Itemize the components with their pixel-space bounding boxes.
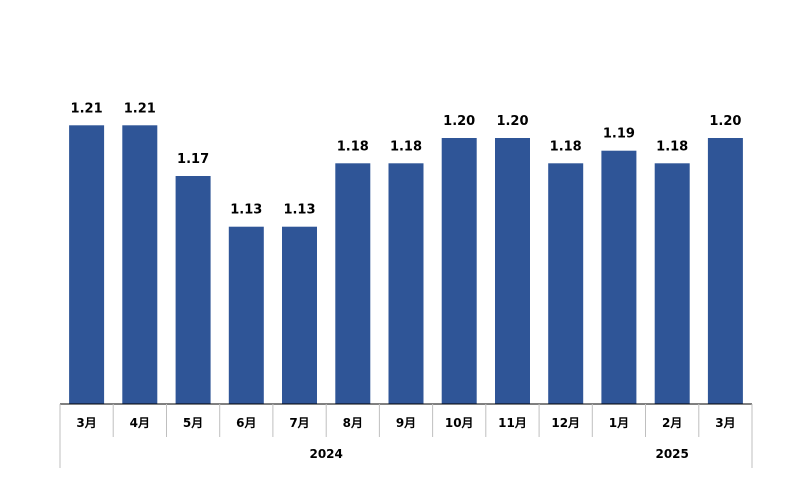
- year-label-1: 2024: [309, 447, 342, 461]
- bar-9: [495, 138, 530, 404]
- value-label-10: 1.18: [550, 139, 582, 154]
- bar-4: [228, 226, 264, 404]
- value-labels-group: 1.21 1.21 1.17 1.13 1.13 1.18 1.18 1.20 1.20 1.18…: [71, 101, 742, 217]
- value-label-7: 1.18: [390, 139, 422, 154]
- value-label-13: 1.20: [709, 114, 741, 129]
- value-label-1: 1.21: [71, 101, 103, 116]
- bar-8: [441, 138, 477, 404]
- x-tick-label-5: 7月: [289, 416, 309, 430]
- x-tick-label-11: 1月: [609, 416, 629, 430]
- bar-2: [122, 125, 158, 405]
- x-tick-label-2: 4月: [130, 416, 150, 430]
- x-tick-label-10: 12月: [551, 416, 580, 430]
- bar-10: [548, 163, 584, 404]
- value-label-12: 1.18: [656, 139, 688, 154]
- x-tick-label-4: 6月: [236, 416, 256, 430]
- x-tick-label-12: 2月: [662, 416, 682, 430]
- bar-12: [654, 163, 690, 404]
- year-labels-group: 2024 2025: [309, 447, 688, 461]
- x-tick-label-1: 3月: [76, 416, 96, 430]
- value-label-3: 1.17: [177, 152, 209, 167]
- value-label-5: 1.13: [283, 203, 315, 218]
- value-label-2: 1.21: [124, 101, 156, 116]
- x-tick-labels-group: 3月 4月 5月 6月 7月 8月 9月 10月 11月 12月 1月 2月 3月: [76, 416, 735, 430]
- value-label-9: 1.20: [496, 114, 528, 129]
- bar-3: [175, 176, 211, 404]
- category-separators-group: [59, 404, 753, 468]
- x-tick-label-7: 9月: [396, 416, 416, 430]
- value-label-8: 1.20: [443, 114, 475, 129]
- bars-group: [69, 125, 743, 405]
- bar-13: [707, 138, 743, 404]
- x-tick-label-6: 8月: [343, 416, 363, 430]
- value-label-4: 1.13: [230, 203, 262, 218]
- x-tick-label-8: 10月: [445, 416, 474, 430]
- x-tick-label-13: 3月: [715, 416, 735, 430]
- value-label-11: 1.19: [603, 127, 635, 142]
- bar-5: [282, 226, 317, 404]
- bar-7: [388, 163, 424, 404]
- bar-6: [335, 163, 371, 404]
- bar-11: [601, 150, 637, 404]
- x-tick-label-3: 5月: [183, 416, 203, 430]
- bar-1: [69, 125, 105, 405]
- x-tick-label-9: 11月: [498, 416, 527, 430]
- value-label-6: 1.18: [337, 139, 369, 154]
- year-label-2: 2025: [655, 447, 688, 461]
